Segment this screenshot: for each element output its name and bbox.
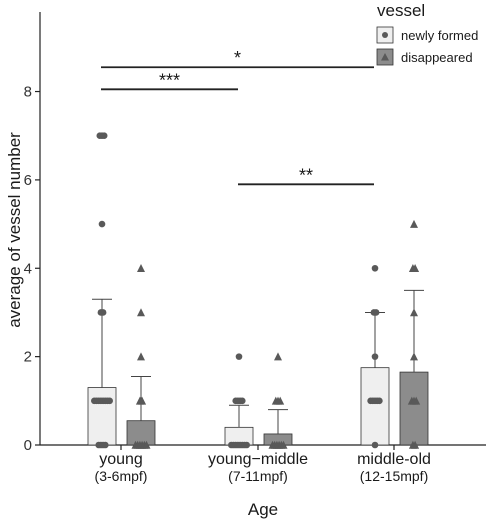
legend-label: disappeared	[401, 50, 473, 65]
bars	[87, 367, 429, 446]
point-disappeared	[274, 352, 282, 361]
bar-disappeared	[399, 371, 429, 446]
y-tick-label: 8	[24, 84, 32, 101]
point-newly-formed	[372, 309, 380, 316]
point-disappeared	[410, 219, 418, 228]
point-disappeared	[411, 264, 420, 273]
x-tick-sublabel: (7-11mpf)	[228, 468, 288, 484]
point-disappeared	[410, 308, 418, 317]
significance-label: *	[234, 48, 241, 68]
point-newly-formed	[371, 353, 379, 360]
point-disappeared	[142, 440, 151, 449]
x-tick-label: young−middle	[208, 451, 308, 468]
significance-brackets: ******	[101, 48, 374, 185]
legend-items: newly formed disappeared	[376, 26, 478, 66]
y-tick-label: 4	[24, 260, 32, 277]
x-axis-title: Age	[248, 500, 278, 519]
point-disappeared	[279, 440, 288, 449]
x-tick-sublabel: (3-6mpf)	[95, 468, 148, 484]
point-newly-formed	[376, 397, 383, 405]
bar-newly-formed	[87, 387, 117, 446]
legend-title: vessel	[377, 1, 425, 20]
y-tick-label: 2	[24, 349, 32, 366]
point-newly-formed	[371, 441, 379, 449]
y-ticks: 0 2 4 6 8	[24, 84, 40, 454]
y-axis-title: average of vessel number	[5, 132, 24, 328]
x-tick-sublabel: (12-15mpf)	[360, 468, 428, 484]
point-newly-formed	[235, 353, 243, 360]
point-newly-formed	[243, 441, 250, 449]
legend-label: newly formed	[401, 28, 478, 43]
point-disappeared	[138, 396, 147, 405]
point-newly-formed	[99, 309, 107, 316]
point-disappeared	[411, 440, 420, 449]
legend: vessel newly formed disappeared	[376, 1, 478, 66]
data-points	[91, 132, 421, 449]
significance-label: ***	[159, 70, 180, 90]
point-newly-formed	[100, 132, 108, 140]
point-newly-formed	[106, 397, 113, 405]
point-newly-formed	[239, 397, 246, 405]
y-tick-label: 6	[24, 172, 32, 189]
point-newly-formed	[102, 441, 109, 449]
x-tick-label: young	[99, 451, 143, 468]
x-tick-label: middle-old	[357, 451, 431, 468]
point-disappeared	[276, 396, 285, 405]
point-newly-formed	[98, 220, 106, 228]
point-disappeared	[412, 396, 421, 405]
bar-disappeared	[126, 420, 156, 446]
point-disappeared	[137, 308, 145, 317]
point-newly-formed	[371, 264, 379, 272]
point-disappeared	[410, 352, 418, 361]
point-disappeared	[137, 352, 145, 361]
x-tick-labels: young(3-6mpf) young−middle(7-11mpf) middle…	[95, 445, 431, 484]
y-tick-label: 0	[24, 437, 32, 454]
bar-newly-formed	[360, 367, 390, 446]
legend-marker-circle	[382, 32, 388, 38]
legend-marker-triangle	[381, 53, 389, 61]
point-disappeared	[137, 264, 145, 273]
significance-label: **	[299, 165, 313, 185]
